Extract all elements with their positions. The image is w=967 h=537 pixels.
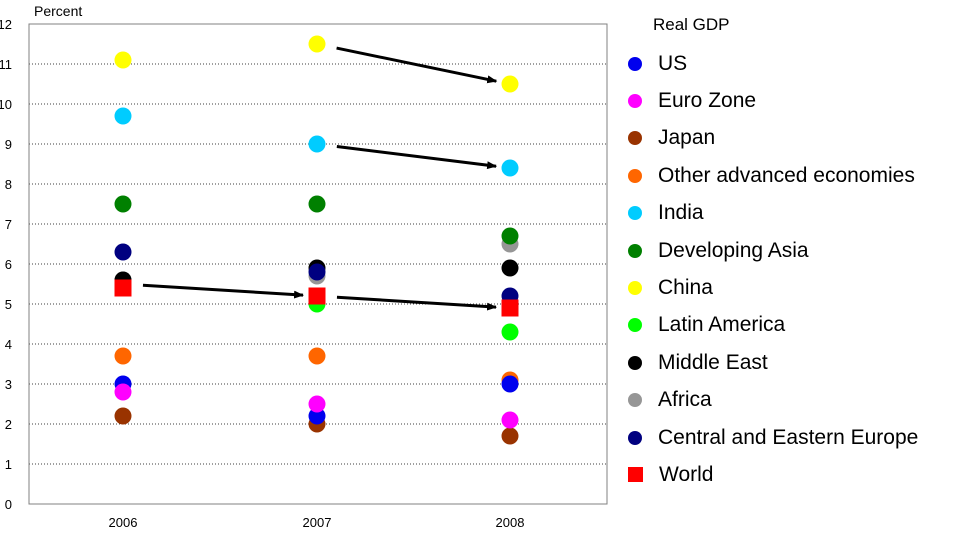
legend-swatch bbox=[628, 94, 642, 109]
legend-item-india: India bbox=[622, 195, 967, 232]
data-points bbox=[114, 35, 519, 445]
x-tick-label: 2008 bbox=[496, 515, 525, 530]
legend-swatch bbox=[628, 393, 642, 408]
y-axis-label: Percent bbox=[34, 3, 82, 19]
legend-label: Japan bbox=[658, 126, 716, 150]
legend-label: India bbox=[658, 201, 704, 225]
point-developing-asia bbox=[308, 195, 326, 213]
point-world bbox=[501, 299, 519, 317]
y-tick-label: 5 bbox=[5, 297, 12, 312]
legend-label: Middle East bbox=[658, 350, 768, 374]
y-tick-label: 8 bbox=[5, 177, 12, 192]
legend-item-africa: Africa bbox=[622, 382, 967, 419]
legend-item-central-and-eastern-europe: Central and Eastern Europe bbox=[622, 419, 967, 456]
point-world bbox=[308, 287, 326, 305]
legend-label: Latin America bbox=[658, 313, 786, 337]
point-euro-zone bbox=[501, 411, 519, 429]
y-tick-label: 6 bbox=[5, 257, 12, 272]
trend-arrows bbox=[142, 46, 498, 311]
legend-item-euro-zone: Euro Zone bbox=[622, 82, 967, 119]
point-china bbox=[114, 51, 132, 69]
point-china bbox=[501, 75, 519, 93]
y-tick-label: 12 bbox=[0, 17, 12, 32]
point-latin-america bbox=[501, 323, 519, 341]
legend-item-other-advanced-economies: Other advanced economies bbox=[622, 157, 967, 194]
legend-item-china: China bbox=[622, 269, 967, 306]
point-developing-asia bbox=[501, 227, 519, 245]
trend-arrow bbox=[142, 283, 305, 299]
legend-swatch bbox=[628, 318, 642, 333]
legend-items: US Euro Zone Japan Other advanced economies… bbox=[622, 45, 967, 494]
y-tick-label: 0 bbox=[5, 497, 12, 512]
x-tick-labels: 2006 2007 2008 bbox=[109, 515, 525, 530]
legend-swatch bbox=[628, 56, 642, 71]
point-developing-asia bbox=[114, 195, 132, 213]
legend-title: Real GDP bbox=[653, 15, 730, 34]
legend-item-us: US bbox=[622, 45, 967, 82]
legend-item-developing-asia: Developing Asia bbox=[622, 232, 967, 269]
legend-label: US bbox=[658, 51, 688, 75]
legend-swatch bbox=[628, 206, 642, 221]
plot-area-border bbox=[28, 23, 608, 505]
point-euro-zone bbox=[114, 383, 132, 401]
legend-label: Developing Asia bbox=[658, 238, 809, 262]
y-tick-label: 9 bbox=[5, 137, 12, 152]
point-middle-east bbox=[501, 259, 519, 277]
trend-arrow bbox=[336, 144, 498, 170]
legend-swatch bbox=[628, 131, 642, 146]
point-japan bbox=[501, 427, 519, 445]
x-tick-label: 2007 bbox=[303, 515, 332, 530]
y-tick-label: 3 bbox=[5, 377, 12, 392]
trend-arrow bbox=[336, 295, 498, 311]
legend-item-middle-east: Middle East bbox=[622, 344, 967, 381]
x-tick-label: 2006 bbox=[109, 515, 138, 530]
y-tick-label: 10 bbox=[0, 97, 12, 112]
y-tick-label: 2 bbox=[5, 417, 12, 432]
point-japan bbox=[114, 407, 132, 425]
y-tick-label: 4 bbox=[5, 337, 12, 352]
point-other-advanced-economies bbox=[308, 347, 326, 365]
y-tick-label: 7 bbox=[5, 217, 12, 232]
legend-label: Euro Zone bbox=[658, 89, 757, 113]
legend-swatch bbox=[628, 243, 642, 258]
trend-arrow bbox=[336, 46, 498, 84]
legend-label: Other advanced economies bbox=[658, 163, 915, 187]
y-tick-label: 11 bbox=[0, 57, 12, 72]
point-india bbox=[114, 107, 132, 125]
legend-swatch bbox=[628, 430, 642, 445]
legend-swatch bbox=[628, 281, 642, 296]
legend-item-japan: Japan bbox=[622, 120, 967, 157]
point-world bbox=[114, 279, 132, 297]
point-other-advanced-economies bbox=[114, 347, 132, 365]
legend-swatch bbox=[628, 355, 642, 370]
legend-label: Central and Eastern Europe bbox=[658, 425, 919, 449]
point-us bbox=[501, 375, 519, 393]
legend-label: World bbox=[659, 462, 714, 486]
legend: Real GDP US Euro Zone Japan Other advanced … bbox=[622, 12, 967, 494]
point-china bbox=[308, 35, 326, 53]
legend-swatch bbox=[628, 168, 642, 183]
point-central-and-eastern-europe bbox=[114, 243, 132, 261]
legend-label: China bbox=[658, 276, 713, 300]
legend-item-latin-america: Latin America bbox=[622, 307, 967, 344]
point-us bbox=[308, 407, 326, 425]
point-india bbox=[501, 159, 519, 177]
y-tick-label: 1 bbox=[5, 457, 12, 472]
legend-swatch bbox=[628, 467, 643, 483]
point-euro-zone bbox=[308, 395, 326, 413]
legend-item-world: World bbox=[622, 456, 967, 493]
legend-label: Africa bbox=[658, 388, 712, 412]
point-india bbox=[308, 135, 326, 153]
point-central-and-eastern-europe bbox=[308, 263, 326, 281]
